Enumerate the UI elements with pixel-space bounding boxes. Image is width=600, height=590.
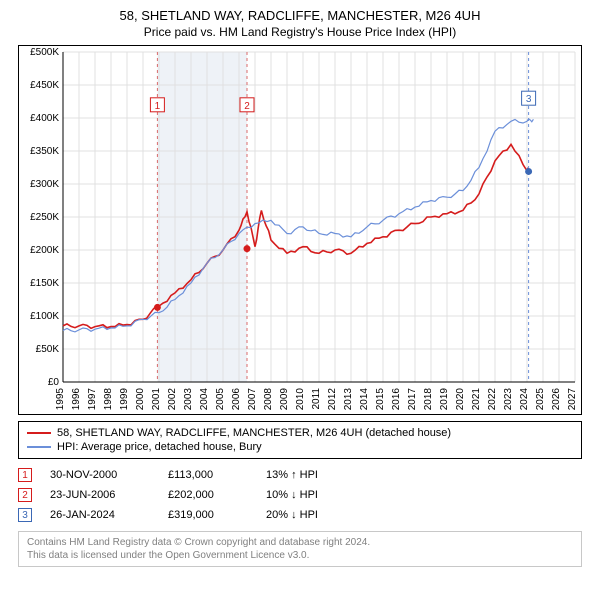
event-price: £319,000	[168, 509, 248, 521]
x-tick-label: 2002	[167, 388, 178, 411]
x-tick-label: 2022	[487, 388, 498, 411]
event-price: £113,000	[168, 469, 248, 481]
event-row: 3 26-JAN-2024 £319,000 20% ↓ HPI	[18, 505, 582, 525]
event-delta: 10% ↓ HPI	[266, 489, 386, 501]
x-tick-label: 2021	[471, 388, 482, 411]
marker-num-3: 3	[526, 94, 532, 105]
marker-num-1: 1	[155, 101, 161, 112]
x-tick-label: 2004	[199, 388, 210, 411]
x-tick-label: 2000	[135, 388, 146, 411]
attribution-line: This data is licensed under the Open Gov…	[27, 549, 573, 562]
legend-swatch	[27, 446, 51, 448]
x-tick-label: 2017	[407, 388, 418, 411]
x-tick-label: 2007	[247, 388, 258, 411]
marker-num-2: 2	[244, 101, 250, 112]
y-tick-label: £150K	[30, 278, 59, 289]
event-row: 2 23-JUN-2006 £202,000 10% ↓ HPI	[18, 485, 582, 505]
event-marker: 1	[18, 468, 32, 482]
y-tick-label: £200K	[30, 245, 59, 256]
y-tick-label: £50K	[36, 344, 60, 355]
x-tick-label: 2011	[311, 388, 322, 410]
event-marker: 2	[18, 488, 32, 502]
x-tick-label: 1998	[103, 388, 114, 411]
y-tick-label: £250K	[30, 212, 59, 223]
event-delta: 13% ↑ HPI	[266, 469, 386, 481]
x-tick-label: 2013	[343, 388, 354, 411]
x-tick-label: 2019	[439, 388, 450, 411]
x-tick-label: 2006	[231, 388, 242, 411]
y-tick-label: £100K	[30, 311, 59, 322]
legend-row: 58, SHETLAND WAY, RADCLIFFE, MANCHESTER,…	[27, 426, 573, 440]
legend-row: HPI: Average price, detached house, Bury	[27, 440, 573, 454]
y-tick-label: £0	[48, 377, 60, 388]
price-chart: £0 £50K £100K £150K £200K £250K £300K £350K £400…	[18, 45, 582, 415]
attribution-line: Contains HM Land Registry data © Crown c…	[27, 536, 573, 549]
x-tick-label: 2023	[503, 388, 514, 411]
event-date: 26-JAN-2024	[50, 509, 150, 521]
legend: 58, SHETLAND WAY, RADCLIFFE, MANCHESTER,…	[18, 421, 582, 459]
x-tick-label: 2015	[375, 388, 386, 411]
event-marker: 3	[18, 508, 32, 522]
event-delta: 20% ↓ HPI	[266, 509, 386, 521]
y-tick-label: £450K	[30, 80, 59, 91]
x-tick-label: 2010	[295, 388, 306, 411]
x-tick-label: 2020	[455, 388, 466, 411]
y-tick-label: £400K	[30, 113, 59, 124]
x-tick-label: 2012	[327, 388, 338, 411]
marker-point-1	[154, 304, 161, 311]
x-tick-label: 2008	[263, 388, 274, 411]
y-tick-label: £300K	[30, 179, 59, 190]
y-tick-label: £500K	[30, 47, 59, 58]
x-tick-label: 2016	[391, 388, 402, 411]
x-tick-label: 1997	[87, 388, 98, 411]
header: 58, SHETLAND WAY, RADCLIFFE, MANCHESTER,…	[8, 8, 592, 39]
x-tick-label: 2025	[535, 388, 546, 411]
x-tick-label: 2009	[279, 388, 290, 411]
x-tick-label: 1995	[55, 388, 66, 411]
x-tick-label: 2024	[519, 388, 530, 411]
x-tick-label: 1999	[119, 388, 130, 411]
x-tick-label: 2001	[151, 388, 162, 411]
x-tick-label: 2014	[359, 388, 370, 411]
event-date: 23-JUN-2006	[50, 489, 150, 501]
page-subtitle: Price paid vs. HM Land Registry's House …	[8, 25, 592, 39]
legend-label: HPI: Average price, detached house, Bury	[57, 441, 262, 453]
chart-svg: £0 £50K £100K £150K £200K £250K £300K £350K £400…	[19, 46, 581, 414]
event-row: 1 30-NOV-2000 £113,000 13% ↑ HPI	[18, 465, 582, 485]
x-tick-label: 2018	[423, 388, 434, 411]
x-tick-label: 2005	[215, 388, 226, 411]
marker-point-2	[244, 245, 251, 252]
x-tick-label: 1996	[71, 388, 82, 411]
event-date: 30-NOV-2000	[50, 469, 150, 481]
marker-point-3	[525, 168, 532, 175]
event-price: £202,000	[168, 489, 248, 501]
attribution: Contains HM Land Registry data © Crown c…	[18, 531, 582, 567]
legend-label: 58, SHETLAND WAY, RADCLIFFE, MANCHESTER,…	[57, 427, 451, 439]
x-tick-label: 2026	[551, 388, 562, 411]
legend-swatch	[27, 432, 51, 434]
x-tick-label: 2027	[567, 388, 578, 411]
page-title: 58, SHETLAND WAY, RADCLIFFE, MANCHESTER,…	[8, 8, 592, 23]
x-tick-label: 2003	[183, 388, 194, 411]
events-table: 1 30-NOV-2000 £113,000 13% ↑ HPI 2 23-JUN-200…	[18, 465, 582, 525]
y-tick-label: £350K	[30, 146, 59, 157]
